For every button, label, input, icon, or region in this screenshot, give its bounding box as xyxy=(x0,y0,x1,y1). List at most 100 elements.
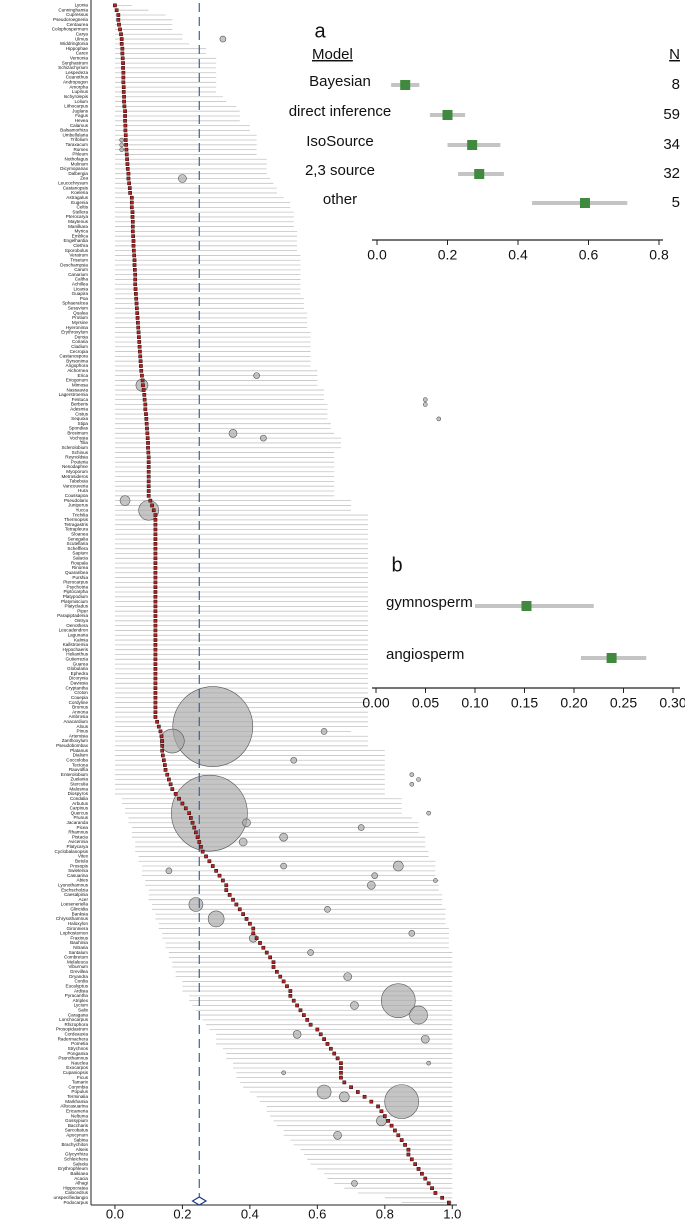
point-estimate xyxy=(153,686,158,690)
point-estimate xyxy=(195,835,200,840)
y-tick-label: Erythrophleum xyxy=(58,1166,88,1171)
point-estimate xyxy=(194,830,198,835)
y-tick-label: Loeseneriella xyxy=(61,902,89,907)
point-estimate xyxy=(140,378,145,383)
point-estimate xyxy=(426,1181,431,1186)
point-estimate xyxy=(121,61,125,65)
y-tick-label: Couepia xyxy=(71,695,89,700)
study-bubble xyxy=(238,837,248,847)
y-tick-label: Coccoloba xyxy=(66,757,88,762)
y-tick-label: Scutellaria xyxy=(67,541,89,546)
point-estimate xyxy=(158,729,163,734)
point-estimate xyxy=(126,171,131,176)
study-bubble xyxy=(119,137,124,143)
point-estimate xyxy=(123,109,127,114)
point-estimate xyxy=(129,200,134,205)
y-tick-label: Cordia xyxy=(74,979,88,984)
study-bubble xyxy=(371,872,378,879)
point-estimate xyxy=(139,364,143,368)
y-tick-label: Sesuvium xyxy=(68,306,88,311)
point-estimate xyxy=(199,844,203,849)
y-tick-label: Brosimum xyxy=(67,431,88,436)
y-tick-label: Byrsonima xyxy=(66,358,88,363)
point-estimate xyxy=(153,566,158,570)
point-estimate xyxy=(133,272,138,277)
point-estimate xyxy=(339,1075,343,1080)
study-bubble xyxy=(416,777,421,782)
y-tick-label: Balsamorhiza xyxy=(60,128,88,133)
point-estimate xyxy=(123,133,128,138)
point-estimate xyxy=(221,878,225,883)
point-estimate xyxy=(153,594,158,599)
y-tick-label: Fraxinus xyxy=(70,935,88,940)
x-tick-label: 0.30 xyxy=(659,695,685,711)
y-tick-label: Metrosideros xyxy=(61,474,88,479)
y-tick-label: Annona xyxy=(72,709,88,714)
point-estimate xyxy=(474,169,485,179)
y-tick-label: Banksia xyxy=(72,911,89,916)
y-tick-label: Erica xyxy=(78,373,89,378)
point-estimate xyxy=(137,340,142,344)
y-tick-label: Salacia xyxy=(73,556,89,561)
point-estimate xyxy=(153,532,158,537)
point-estimate xyxy=(153,647,158,652)
y-tick-label: Lagunaria xyxy=(68,632,89,637)
y-tick-label: Lyonothamnus xyxy=(58,882,89,887)
y-tick-label: Sclerolobium xyxy=(61,445,88,450)
y-tick-label: Grevillea xyxy=(70,969,89,974)
study-bubble xyxy=(351,1180,358,1187)
point-estimate xyxy=(521,601,532,611)
point-estimate xyxy=(153,551,158,556)
column-header: N xyxy=(669,46,680,63)
study-bubble xyxy=(409,1005,428,1025)
sample-size: 59 xyxy=(663,106,680,123)
point-estimate xyxy=(153,628,158,633)
point-estimate xyxy=(136,320,140,325)
point-estimate xyxy=(142,393,147,397)
point-estimate xyxy=(153,614,158,618)
point-estimate xyxy=(114,8,119,13)
y-tick-label: Trichilia xyxy=(72,512,88,517)
y-tick-label: Sequoia xyxy=(71,416,88,421)
y-tick-label: Dialium xyxy=(73,753,88,758)
point-estimate xyxy=(142,397,147,402)
x-tick-label: 0.4 xyxy=(241,1206,259,1221)
point-estimate xyxy=(128,191,132,195)
study-bubble xyxy=(350,1001,359,1010)
y-tick-label: Trisetum xyxy=(70,257,88,262)
y-tick-label: Lolium xyxy=(74,99,88,104)
point-estimate xyxy=(146,441,150,445)
point-estimate xyxy=(117,22,121,27)
y-tick-label: Hura xyxy=(78,488,88,493)
point-estimate xyxy=(153,618,158,623)
y-tick-label: Lycium xyxy=(74,1003,89,1008)
point-estimate xyxy=(137,335,141,340)
sample-size: 8 xyxy=(672,76,680,93)
point-estimate xyxy=(146,445,150,450)
y-tick-label: Rhizophora xyxy=(65,1022,89,1027)
y-tick-label: Leucochrysum xyxy=(58,181,88,186)
point-estimate xyxy=(146,455,151,460)
point-estimate xyxy=(146,460,151,465)
point-estimate xyxy=(197,840,202,844)
point-estimate xyxy=(376,1104,380,1109)
point-estimate xyxy=(121,90,126,94)
category-label: IsoSource xyxy=(306,133,374,150)
point-estimate xyxy=(123,123,128,128)
point-estimate xyxy=(118,27,122,32)
y-tick-label: Dryandra xyxy=(69,974,88,979)
study-bubble xyxy=(384,1084,419,1119)
y-tick-label: Cordeauxia xyxy=(65,1032,89,1037)
y-tick-label: Reynoldsia xyxy=(65,455,88,460)
study-bubble xyxy=(281,1070,286,1076)
y-tick-label: Angophora xyxy=(66,363,89,368)
point-estimate xyxy=(122,104,127,109)
y-tick-label: Cecropia xyxy=(70,349,89,354)
point-estimate xyxy=(120,56,125,61)
point-estimate xyxy=(145,431,150,436)
y-tick-label: Taraxacum xyxy=(66,142,89,147)
y-tick-label: Roupala xyxy=(71,560,89,565)
point-estimate xyxy=(141,383,145,388)
study-bubble xyxy=(253,372,260,379)
y-tick-label: Manilkara xyxy=(68,224,88,229)
